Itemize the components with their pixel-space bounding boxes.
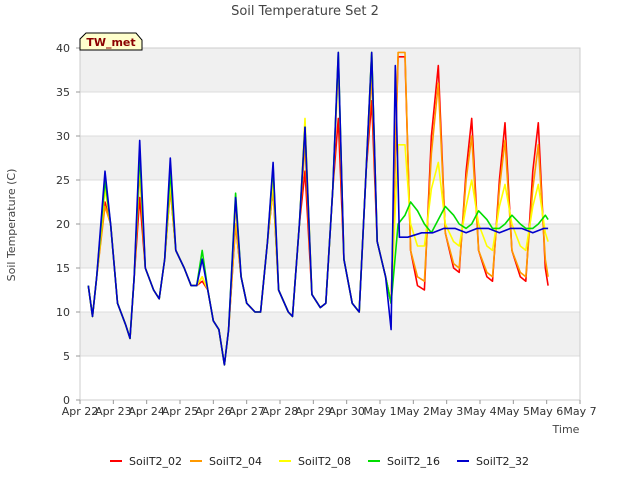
site-badge-label: TW_met bbox=[86, 36, 135, 49]
site-badge: TW_met bbox=[79, 32, 143, 51]
x-tick-label: Apr 26 bbox=[195, 405, 232, 418]
background-band bbox=[80, 268, 580, 312]
legend-item: SoilT2_04 bbox=[190, 455, 262, 468]
legend-item: SoilT2_32 bbox=[457, 455, 529, 468]
legend-label: SoilT2_32 bbox=[476, 455, 529, 468]
background-band bbox=[80, 312, 580, 356]
legend-label: SoilT2_02 bbox=[129, 455, 182, 468]
background-band bbox=[80, 136, 580, 180]
legend-label: SoilT2_16 bbox=[387, 455, 440, 468]
legend-item: SoilT2_08 bbox=[279, 455, 351, 468]
y-tick-label: 40 bbox=[56, 42, 70, 55]
chart-title: Soil Temperature Set 2 bbox=[231, 4, 379, 19]
series-lines bbox=[87, 51, 549, 366]
y-axis-label: Soil Temperature (C) bbox=[5, 169, 18, 282]
x-tick-label: May 1 bbox=[363, 405, 396, 418]
series-line-soilt2-32 bbox=[87, 51, 549, 366]
y-tick-label: 0 bbox=[63, 394, 70, 407]
x-tick-label: Apr 23 bbox=[95, 405, 132, 418]
background-band bbox=[80, 356, 580, 400]
x-tick-label: May 7 bbox=[563, 405, 596, 418]
y-tick-label: 35 bbox=[56, 86, 70, 99]
y-tick-label: 15 bbox=[56, 262, 70, 275]
background-band bbox=[80, 48, 580, 92]
x-tick-label: Apr 29 bbox=[295, 405, 332, 418]
x-tick-label: May 3 bbox=[430, 405, 463, 418]
y-tick-label: 25 bbox=[56, 174, 70, 187]
x-tick-label: Apr 24 bbox=[128, 405, 165, 418]
legend-label: SoilT2_04 bbox=[209, 455, 262, 468]
site-badge-shape bbox=[79, 32, 143, 51]
legend-item: SoilT2_16 bbox=[368, 455, 440, 468]
x-tick-label: Apr 25 bbox=[162, 405, 199, 418]
y-tick-label: 5 bbox=[63, 350, 70, 363]
x-tick-label: Apr 22 bbox=[62, 405, 99, 418]
legend-item: SoilT2_02 bbox=[110, 455, 182, 468]
x-tick-label: May 4 bbox=[463, 405, 496, 418]
x-tick-label: May 6 bbox=[530, 405, 563, 418]
legend: SoilT2_02 SoilT2_04 SoilT2_08 SoilT2_16 Soil… bbox=[110, 455, 529, 468]
x-tick-label: May 5 bbox=[497, 405, 530, 418]
x-axis-label: Time bbox=[552, 423, 580, 436]
x-tick-label: Apr 28 bbox=[262, 405, 299, 418]
x-tick-label: Apr 27 bbox=[228, 405, 265, 418]
background-band bbox=[80, 92, 580, 136]
legend-label: SoilT2_08 bbox=[298, 455, 351, 468]
y-tick-label: 30 bbox=[56, 130, 70, 143]
y-tick-label: 10 bbox=[56, 306, 70, 319]
y-tick-label: 20 bbox=[56, 218, 70, 231]
y-axis-ticks: 0 5 10 15 20 25 30 35 40 bbox=[56, 42, 80, 407]
x-tick-label: Apr 30 bbox=[328, 405, 365, 418]
x-tick-label: May 2 bbox=[397, 405, 430, 418]
